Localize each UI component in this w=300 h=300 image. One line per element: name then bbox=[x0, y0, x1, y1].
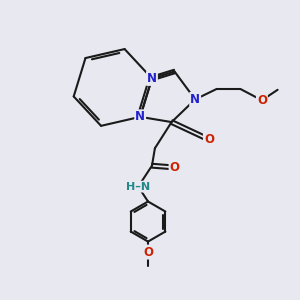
Text: O: O bbox=[169, 161, 179, 174]
Text: O: O bbox=[143, 246, 153, 259]
Text: N: N bbox=[147, 72, 157, 85]
Text: O: O bbox=[204, 133, 214, 146]
Text: H–N: H–N bbox=[126, 182, 150, 192]
Text: N: N bbox=[135, 110, 145, 123]
Text: O: O bbox=[257, 94, 267, 107]
Text: N: N bbox=[190, 93, 200, 106]
